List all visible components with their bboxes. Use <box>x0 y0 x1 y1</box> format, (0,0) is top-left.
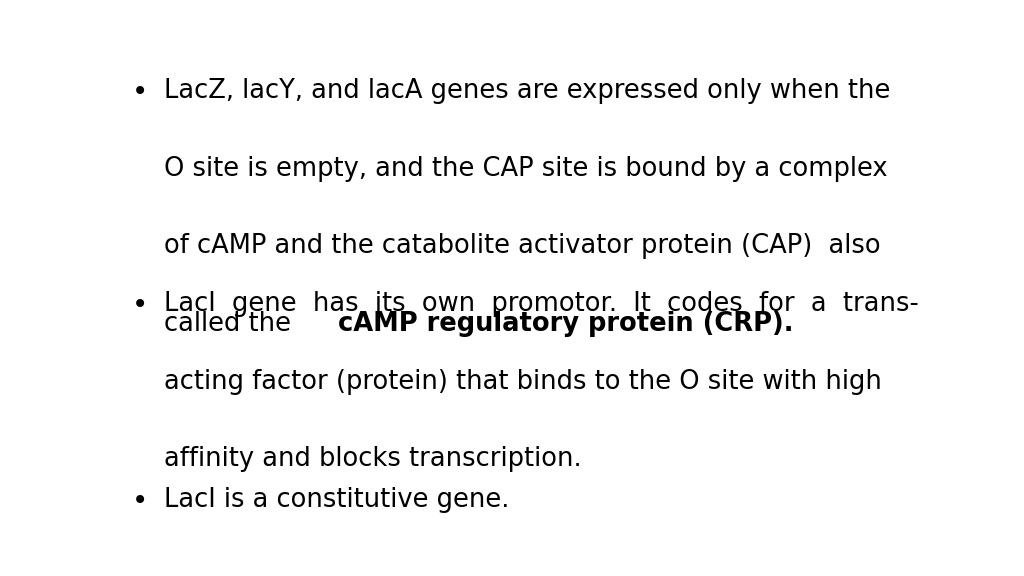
Text: LacZ, lacY, and lacA genes are expressed only when the: LacZ, lacY, and lacA genes are expressed… <box>164 78 890 104</box>
Text: cAMP regulatory protein (CRP).: cAMP regulatory protein (CRP). <box>338 311 794 337</box>
Text: acting factor (protein) that binds to the O site with high: acting factor (protein) that binds to th… <box>164 369 882 395</box>
Text: LacI is a constitutive gene.: LacI is a constitutive gene. <box>164 487 509 513</box>
Text: O site is empty, and the CAP site is bound by a complex: O site is empty, and the CAP site is bou… <box>164 156 888 181</box>
Text: of cAMP and the catabolite activator protein (CAP)  also: of cAMP and the catabolite activator pro… <box>164 233 881 259</box>
Text: affinity and blocks transcription.: affinity and blocks transcription. <box>164 446 582 472</box>
Text: •: • <box>132 78 148 106</box>
Text: •: • <box>132 487 148 515</box>
Text: called the: called the <box>164 311 299 337</box>
Text: •: • <box>132 291 148 319</box>
Text: LacI  gene  has  its  own  promotor.  It  codes  for  a  trans-: LacI gene has its own promotor. It codes… <box>164 291 919 317</box>
